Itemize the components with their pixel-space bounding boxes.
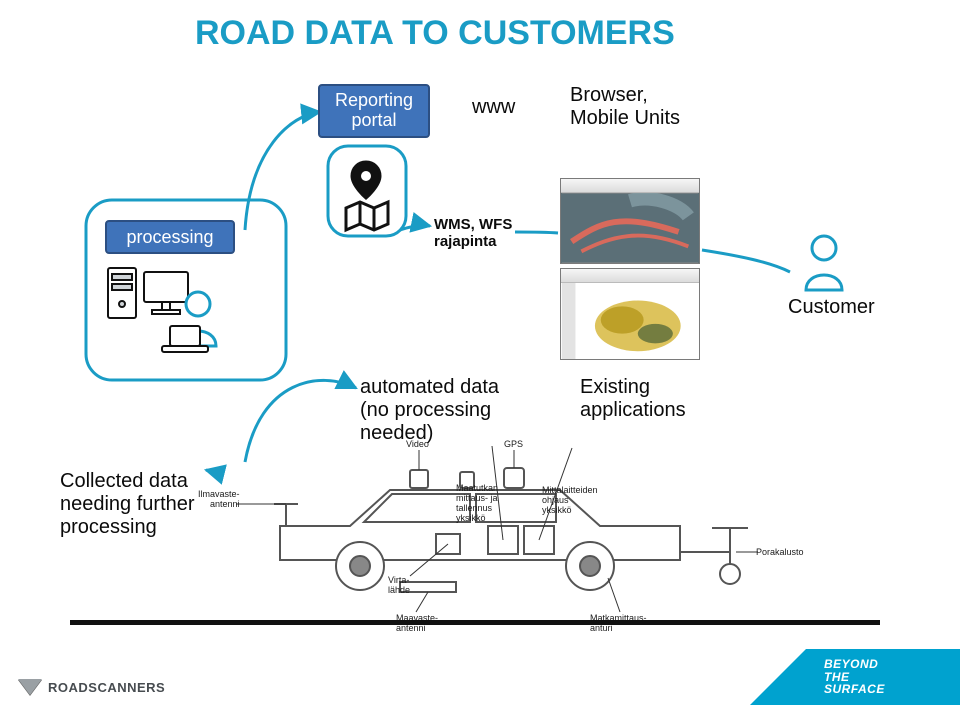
- reporting-portal-label: Reporting portal: [335, 91, 413, 131]
- processing-node: processing: [105, 220, 235, 254]
- tagline-3: SURFACE: [824, 683, 960, 696]
- footer-tagline: BEYOND THE SURFACE: [750, 649, 960, 705]
- existing-label: Existing applications: [580, 376, 686, 422]
- veh-maatutkan: Maatutkan mittaus- ja tallennus yksikkö: [456, 484, 498, 524]
- veh-video: Video: [406, 440, 429, 450]
- ground-line: [70, 620, 880, 625]
- reporting-portal-node: Reporting portal: [318, 84, 430, 138]
- veh-ilmavaste: Ilmavaste- antenni: [198, 490, 240, 510]
- page-title: ROAD DATA TO CUSTOMERS: [195, 14, 675, 53]
- footer-brand: ROADSCANNERS: [18, 679, 165, 695]
- customer-label: Customer: [788, 296, 875, 319]
- brand-text: ROADSCANNERS: [48, 680, 165, 695]
- map-thumbnail-1: [560, 178, 700, 264]
- veh-virta: Virta- lähde: [388, 576, 410, 596]
- brand-chevron-icon: [18, 679, 42, 695]
- tagline-1: BEYOND: [824, 658, 960, 671]
- collected-label: Collected data needing further processin…: [60, 470, 195, 539]
- wms-label: WMS, WFS rajapinta: [434, 216, 512, 251]
- www-label: www: [472, 96, 515, 119]
- automated-label: automated data (no processing needed): [360, 376, 499, 445]
- veh-porakalusto: Porakalusto: [756, 548, 804, 558]
- processing-label: processing: [126, 227, 213, 248]
- browser-label: Browser, Mobile Units: [570, 84, 680, 130]
- veh-gps: GPS: [504, 440, 523, 450]
- veh-mittalait: Mittalaitteiden ohjaus yksikkö: [542, 486, 598, 516]
- map-thumbnail-2: [560, 268, 700, 360]
